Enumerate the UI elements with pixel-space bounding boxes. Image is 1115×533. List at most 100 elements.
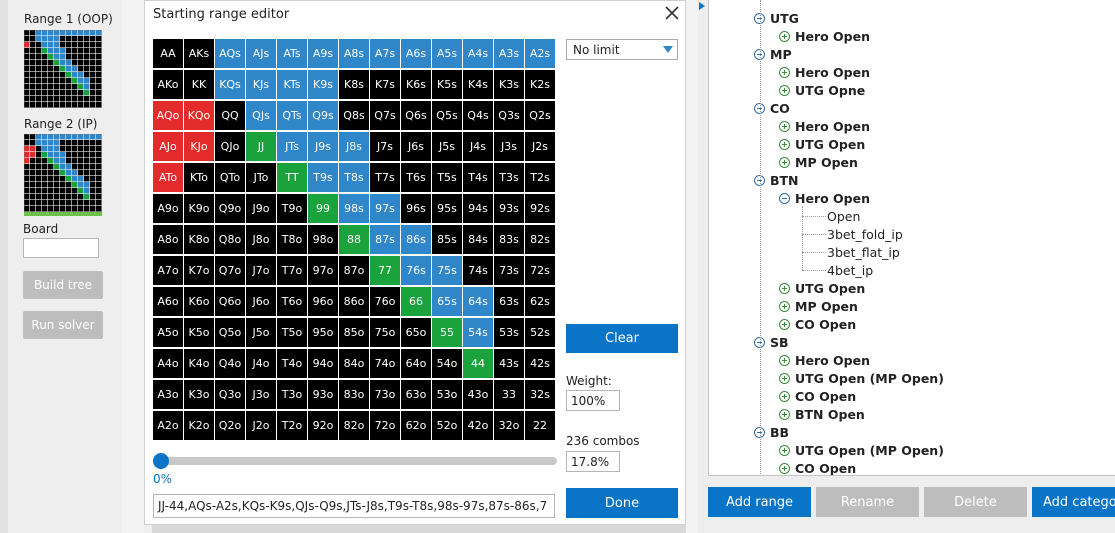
- tree-node[interactable]: CO Open: [779, 315, 856, 333]
- hand-cell[interactable]: J7o: [246, 256, 276, 285]
- hand-cell[interactable]: 93o: [308, 380, 338, 409]
- hand-cell[interactable]: A8o: [153, 225, 183, 254]
- hand-cell[interactable]: T2o: [277, 411, 307, 440]
- hand-cell[interactable]: T3o: [277, 380, 307, 409]
- weight-slider-handle[interactable]: [153, 453, 169, 469]
- hand-cell[interactable]: 52s: [525, 318, 555, 347]
- hand-cell[interactable]: 94o: [308, 349, 338, 378]
- hand-cell[interactable]: Q7s: [370, 101, 400, 130]
- hand-cell[interactable]: K7o: [184, 256, 214, 285]
- collapse-icon[interactable]: [754, 48, 765, 60]
- tree-node[interactable]: BB: [754, 423, 789, 441]
- hand-cell[interactable]: 96s: [401, 194, 431, 223]
- hand-cell[interactable]: QQ: [215, 101, 245, 130]
- hand-cell[interactable]: K8s: [339, 70, 369, 99]
- hand-cell[interactable]: 97s: [370, 194, 400, 223]
- range1-thumbnail[interactable]: [24, 30, 102, 108]
- hand-cell[interactable]: KQs: [215, 70, 245, 99]
- tree-node[interactable]: BTN: [754, 171, 799, 189]
- hand-cell[interactable]: 85o: [339, 318, 369, 347]
- hand-cell[interactable]: 42s: [525, 349, 555, 378]
- hand-cell[interactable]: TT: [277, 163, 307, 192]
- hand-cell[interactable]: 87s: [370, 225, 400, 254]
- hand-cell[interactable]: 99: [308, 194, 338, 223]
- hand-cell[interactable]: A7s: [370, 39, 400, 68]
- hand-cell[interactable]: A9s: [308, 39, 338, 68]
- range2-thumbnail[interactable]: [24, 134, 102, 212]
- tree-node[interactable]: 3bet_fold_ip: [827, 225, 903, 243]
- tree-node[interactable]: Hero Open: [779, 189, 870, 207]
- hand-cell[interactable]: 73s: [494, 256, 524, 285]
- hand-cell[interactable]: 53o: [432, 380, 462, 409]
- hand-cell[interactable]: 98s: [339, 194, 369, 223]
- hand-cell[interactable]: Q2s: [525, 101, 555, 130]
- hand-cell[interactable]: 65s: [432, 287, 462, 316]
- hand-cell[interactable]: 44: [463, 349, 493, 378]
- hand-cell[interactable]: 83o: [339, 380, 369, 409]
- hand-cell[interactable]: J2s: [525, 132, 555, 161]
- expand-triangle-icon[interactable]: [699, 2, 705, 10]
- hand-cell[interactable]: 96o: [308, 287, 338, 316]
- hand-cell[interactable]: ATo: [153, 163, 183, 192]
- hand-cell[interactable]: J9o: [246, 194, 276, 223]
- expand-icon[interactable]: [779, 462, 790, 474]
- tree-node[interactable]: Hero Open: [779, 63, 870, 81]
- hand-cell[interactable]: J4s: [463, 132, 493, 161]
- hand-cell[interactable]: 95o: [308, 318, 338, 347]
- hand-cell[interactable]: A9o: [153, 194, 183, 223]
- hand-cell[interactable]: 95s: [432, 194, 462, 223]
- hand-cell[interactable]: AJs: [246, 39, 276, 68]
- hand-cell[interactable]: 53s: [494, 318, 524, 347]
- hand-cell[interactable]: 33: [494, 380, 524, 409]
- tree-node[interactable]: SB: [754, 333, 789, 351]
- hand-cell[interactable]: AKo: [153, 70, 183, 99]
- weight-slider-track[interactable]: [155, 457, 557, 465]
- hand-cell[interactable]: KJo: [184, 132, 214, 161]
- hand-cell[interactable]: 75s: [432, 256, 462, 285]
- hand-cell[interactable]: 65o: [401, 318, 431, 347]
- hand-cell[interactable]: 54s: [463, 318, 493, 347]
- hand-cell[interactable]: QTo: [215, 163, 245, 192]
- hand-cell[interactable]: T4s: [463, 163, 493, 192]
- hand-cell[interactable]: A5o: [153, 318, 183, 347]
- hand-cell[interactable]: T5s: [432, 163, 462, 192]
- hand-cell[interactable]: Q2o: [215, 411, 245, 440]
- hand-cell[interactable]: JTo: [246, 163, 276, 192]
- hand-cell[interactable]: ATs: [277, 39, 307, 68]
- hand-cell[interactable]: KTs: [277, 70, 307, 99]
- hand-cell[interactable]: 75o: [370, 318, 400, 347]
- tree-node[interactable]: UTG Opne: [779, 81, 865, 99]
- hand-cell[interactable]: T6o: [277, 287, 307, 316]
- hand-cell[interactable]: 88: [339, 225, 369, 254]
- done-button[interactable]: Done: [566, 488, 678, 518]
- collapse-icon[interactable]: [754, 12, 765, 24]
- hand-cell[interactable]: A7o: [153, 256, 183, 285]
- hand-cell[interactable]: A5s: [432, 39, 462, 68]
- hand-cell[interactable]: AA: [153, 39, 183, 68]
- hand-cell[interactable]: 66: [401, 287, 431, 316]
- hand-cell[interactable]: A3s: [494, 39, 524, 68]
- hand-cell[interactable]: Q3o: [215, 380, 245, 409]
- limit-select[interactable]: No limit: [566, 39, 678, 60]
- hand-cell[interactable]: J3o: [246, 380, 276, 409]
- hand-cell[interactable]: JTs: [277, 132, 307, 161]
- hand-cell[interactable]: K2o: [184, 411, 214, 440]
- hand-cell[interactable]: K9o: [184, 194, 214, 223]
- hand-cell[interactable]: 64s: [463, 287, 493, 316]
- expand-icon[interactable]: [779, 372, 790, 384]
- run-solver-button[interactable]: Run solver: [23, 311, 103, 339]
- hand-cell[interactable]: 63o: [401, 380, 431, 409]
- tree-node[interactable]: Hero Open: [779, 27, 870, 45]
- hand-cell[interactable]: Q5o: [215, 318, 245, 347]
- hand-cell[interactable]: 62s: [525, 287, 555, 316]
- tree-node[interactable]: MP: [754, 45, 792, 63]
- hand-cell[interactable]: J5s: [432, 132, 462, 161]
- expand-icon[interactable]: [779, 354, 790, 366]
- tree-node[interactable]: 3bet_flat_ip: [827, 243, 900, 261]
- hand-cell[interactable]: T7o: [277, 256, 307, 285]
- hand-cell[interactable]: 93s: [494, 194, 524, 223]
- hand-cell[interactable]: J3s: [494, 132, 524, 161]
- tree-node[interactable]: UTG: [754, 9, 799, 27]
- hand-cell[interactable]: K5o: [184, 318, 214, 347]
- hand-cell[interactable]: K9s: [308, 70, 338, 99]
